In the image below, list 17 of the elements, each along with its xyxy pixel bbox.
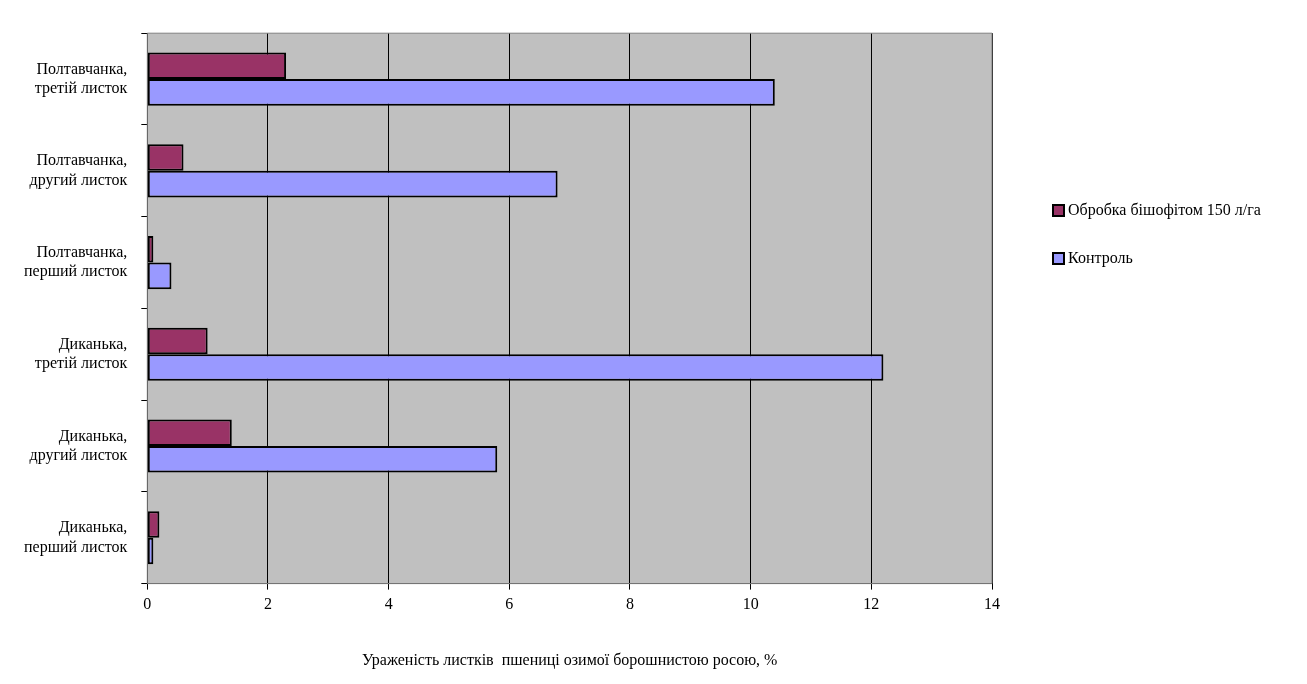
y-tick-label: Диканька, перший листок	[24, 518, 128, 556]
x-tick-label: 14	[984, 595, 1000, 613]
x-tick-label: 8	[625, 595, 634, 613]
x-axis-title: Ураженість листків пшениці озимої борошнистою росою, %	[361, 650, 778, 669]
y-tick-label: Диканька, третій листок	[34, 334, 128, 373]
x-tick-label: 6	[505, 595, 514, 613]
y-tick-label: Диканька, другий листок	[29, 426, 128, 464]
x-tick-label: 12	[863, 595, 880, 613]
y-tick-label: Полтавчанка, перший листок	[24, 243, 128, 281]
legend-label: Контроль	[1068, 248, 1133, 268]
y-tick-label: Полтавчанка, другий листок	[29, 151, 128, 189]
y-tick-label: Полтавчанка, третій листок	[34, 59, 128, 97]
x-tick-label: 10	[742, 595, 759, 613]
x-tick-label: 2	[263, 595, 272, 613]
legend-label: Обробка бішофітом 150 л/га	[1068, 200, 1261, 220]
x-tick-label: 4	[384, 595, 393, 613]
x-tick-label: 0	[143, 595, 152, 613]
